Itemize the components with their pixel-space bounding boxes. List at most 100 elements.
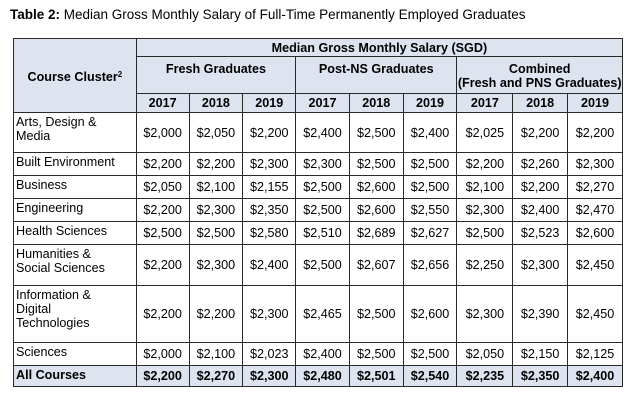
year-header: 2017	[135, 93, 190, 113]
salary-cell: $2,627	[402, 221, 458, 245]
salary-cell: $2,656	[402, 244, 458, 286]
year-header: 2017	[295, 93, 350, 113]
salary-cell: $2,100	[188, 175, 244, 199]
salary-cell: $2,510	[295, 221, 350, 245]
salary-cell: $2,300	[188, 244, 244, 286]
salary-cell: $2,400	[567, 365, 623, 387]
salary-cell: $2,300	[295, 152, 350, 176]
year-header: 2018	[188, 93, 244, 113]
salary-cell: $2,400	[402, 112, 458, 153]
salary-cell: $2,200	[512, 175, 569, 199]
salary-cell: $2,500	[295, 175, 350, 199]
salary-cell: $2,270	[188, 365, 244, 387]
salary-cell: $2,050	[188, 112, 244, 153]
course-cluster-cell: Built Environment	[13, 152, 137, 176]
salary-cell: $2,270	[567, 175, 623, 199]
salary-cell: $2,300	[456, 285, 514, 343]
salary-cell: $2,500	[456, 221, 514, 245]
salary-cell: $2,523	[512, 221, 569, 245]
salary-cell: $2,600	[402, 285, 458, 343]
salary-cell: $2,200	[135, 365, 190, 387]
course-cluster-cell: Arts, Design & Media	[13, 112, 137, 153]
salary-cell: $2,300	[242, 365, 297, 387]
salary-cell: $2,235	[456, 365, 514, 387]
salary-cell: $2,125	[567, 342, 623, 366]
course-cluster-header: Course Cluster2	[13, 38, 137, 113]
salary-cell: $2,050	[135, 175, 190, 199]
salary-cell: $2,400	[295, 342, 350, 366]
year-header: 2018	[512, 93, 569, 113]
salary-cell: $2,100	[456, 175, 514, 199]
year-header: 2017	[456, 93, 514, 113]
salary-cell: $2,200	[135, 152, 190, 176]
salary-cell: $2,150	[512, 342, 569, 366]
total-row: All Courses $2,200 $2,270 $2,300 $2,480 $2,50…	[13, 365, 623, 387]
salary-cell: $2,100	[188, 342, 244, 366]
table-row: Business $2,050 $2,100 $2,155 $2,500 $2,600 $2…	[13, 175, 623, 199]
salary-cell: $2,300	[242, 285, 297, 343]
salary-cell: $2,600	[348, 175, 404, 199]
salary-cell: $2,200	[188, 285, 244, 343]
course-cluster-cell: Health Sciences	[13, 221, 137, 245]
salary-table: Course Cluster2 Median Gross Monthly Sal…	[13, 38, 624, 387]
salary-cell: $2,550	[402, 198, 458, 222]
salary-cell: $2,689	[348, 221, 404, 245]
salary-cell: $2,025	[456, 112, 514, 153]
salary-cell: $2,500	[348, 152, 404, 176]
salary-cell: $2,500	[402, 342, 458, 366]
group-header-fresh: Fresh Graduates	[135, 56, 297, 94]
table-row: Sciences $2,000 $2,100 $2,023 $2,400 $2,500 $2…	[13, 342, 623, 366]
salary-cell: $2,600	[348, 198, 404, 222]
salary-header: Median Gross Monthly Salary (SGD)	[135, 38, 624, 57]
salary-cell: $2,250	[456, 244, 514, 286]
salary-cell: $2,470	[567, 198, 623, 222]
table-row: Built Environment $2,200 $2,200 $2,300 $2,30…	[13, 152, 623, 176]
footnote-marker: 2	[117, 69, 123, 79]
table-row: Health Sciences $2,500 $2,500 $2,580 $2,510 $…	[13, 221, 623, 245]
course-cluster-cell: Humanities & Social Sciences	[13, 244, 137, 286]
salary-cell: $2,200	[135, 244, 190, 286]
table-row: Humanities & Social Sciences $2,200 $2,300…	[13, 244, 623, 286]
salary-cell: $2,200	[135, 198, 190, 222]
year-header: 2019	[567, 93, 623, 113]
salary-cell: $2,000	[135, 342, 190, 366]
table-row: Arts, Design & Media $2,000 $2,050 $2,200 $2…	[13, 112, 623, 153]
salary-cell: $2,400	[295, 112, 350, 153]
year-header: 2019	[242, 93, 297, 113]
course-cluster-cell: Information & Digital Technologies	[13, 285, 137, 343]
course-cluster-label: Course Cluster	[27, 69, 118, 84]
group-header-combined: Combined (Fresh and PNS Graduates)	[456, 56, 623, 94]
salary-cell: $2,023	[242, 342, 297, 366]
salary-cell: $2,480	[295, 365, 350, 387]
salary-cell: $2,300	[242, 152, 297, 176]
year-header: 2019	[402, 93, 458, 113]
salary-cell: $2,501	[348, 365, 404, 387]
salary-cell: $2,260	[512, 152, 569, 176]
salary-cell: $2,500	[135, 221, 190, 245]
salary-cell: $2,200	[242, 112, 297, 153]
salary-cell: $2,300	[188, 198, 244, 222]
course-cluster-cell: All Courses	[13, 365, 137, 387]
salary-cell: $2,200	[567, 112, 623, 153]
salary-cell: $2,450	[567, 244, 623, 286]
table-caption: Table 2: Median Gross Monthly Salary of …	[10, 7, 525, 22]
salary-cell: $2,300	[512, 244, 569, 286]
salary-cell: $2,200	[135, 285, 190, 343]
salary-cell: $2,607	[348, 244, 404, 286]
table-row: Information & Digital Technologies $2,200…	[13, 285, 623, 343]
salary-cell: $2,300	[567, 152, 623, 176]
course-cluster-cell: Engineering	[13, 198, 137, 222]
salary-cell: $2,500	[348, 112, 404, 153]
year-header: 2018	[348, 93, 404, 113]
table-body: Arts, Design & Media $2,000 $2,050 $2,200 $2…	[13, 112, 623, 387]
salary-cell: $2,465	[295, 285, 350, 343]
salary-cell: $2,600	[567, 221, 623, 245]
year-header-row: 2017 2018 2019 2017 2018 2019 2017 2018 …	[14, 93, 623, 113]
salary-cell: $2,200	[512, 112, 569, 153]
salary-cell: $2,500	[402, 152, 458, 176]
salary-cell: $2,450	[567, 285, 623, 343]
salary-cell: $2,500	[188, 221, 244, 245]
salary-cell: $2,200	[188, 152, 244, 176]
salary-cell: $2,350	[242, 198, 297, 222]
salary-cell: $2,300	[456, 198, 514, 222]
